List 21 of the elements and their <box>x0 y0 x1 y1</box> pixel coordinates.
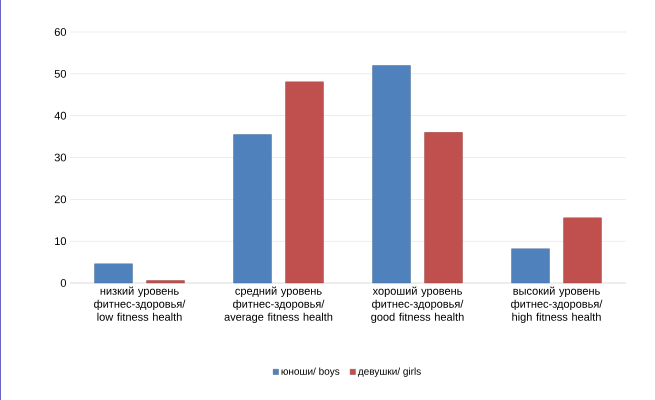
y-tick-label: 30 <box>54 154 66 162</box>
x-tick-label: хороший уровень фитнес-здоровья/ good fitness health <box>371 286 464 323</box>
y-tick-label: 50 <box>54 70 66 78</box>
legend-label: девушки/ girls <box>358 368 421 377</box>
bar <box>146 280 185 284</box>
x-tick-label: средний уровень фитнес-здоровья/ average fitness health <box>224 286 332 323</box>
bar <box>563 218 602 284</box>
y-tick-label: 60 <box>54 28 66 36</box>
y-tick-label: 20 <box>54 195 66 204</box>
bar <box>233 134 272 284</box>
y-tick-label: 0 <box>60 279 66 287</box>
bar <box>94 264 133 284</box>
legend-label: юноши/ boys <box>282 368 340 377</box>
x-tick-label: низкий уровень фитнес-здоровья/ low fitness health <box>94 286 186 321</box>
bar <box>372 65 411 284</box>
y-tick-label: 10 <box>55 237 66 246</box>
x-tick-label: высокий уровень фитнес-здоровья/ high fitness health <box>511 286 602 323</box>
y-tick-label: 40 <box>54 112 66 120</box>
bar <box>424 132 463 284</box>
bar <box>285 82 324 284</box>
bar <box>511 248 550 284</box>
